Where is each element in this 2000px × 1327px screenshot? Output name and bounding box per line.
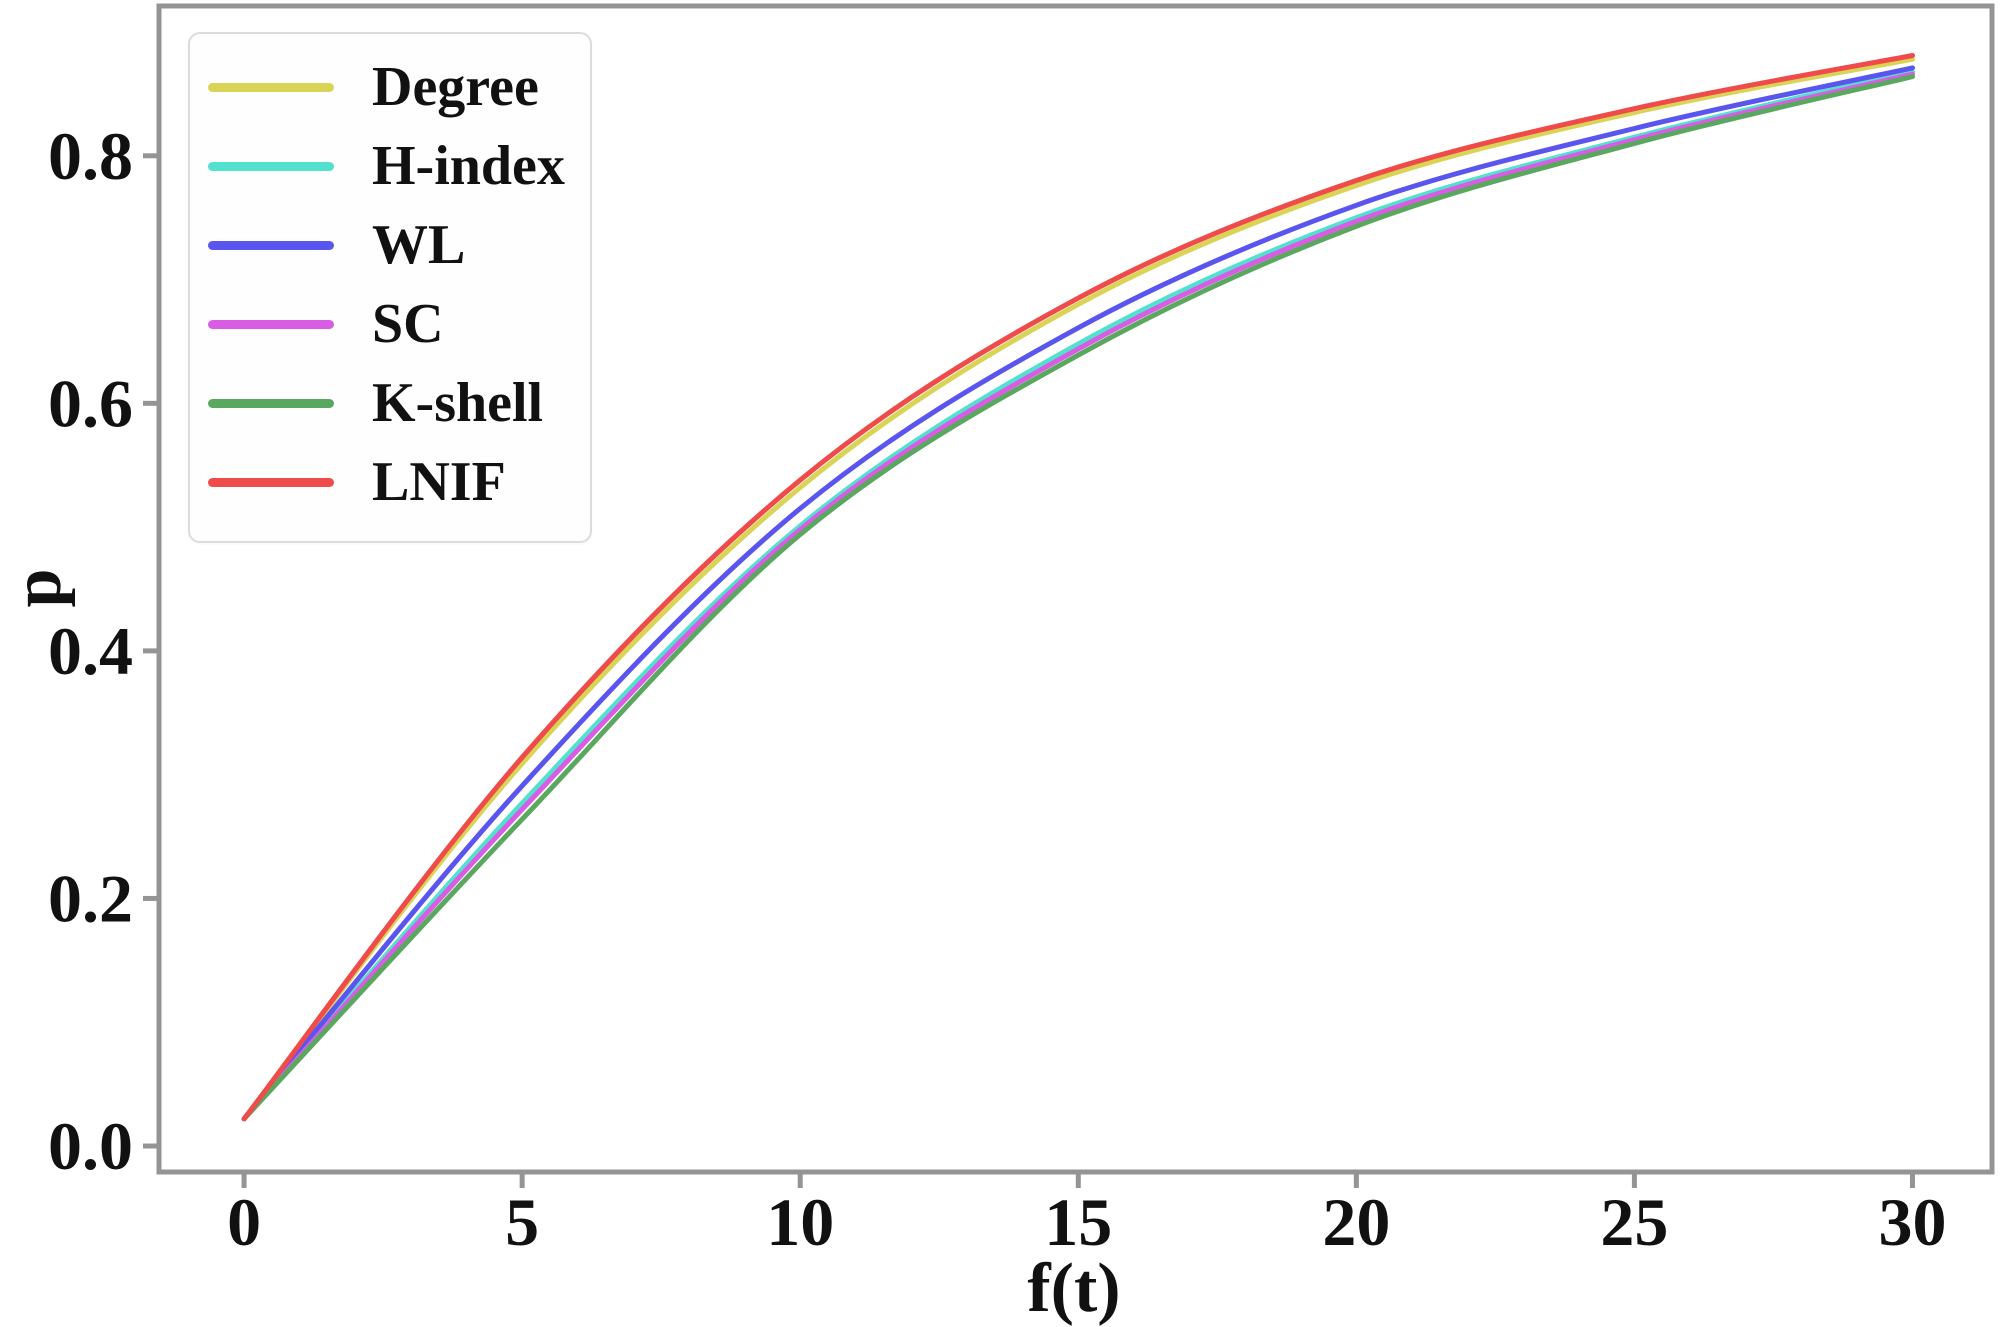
legend-label: LNIF (372, 451, 506, 513)
plot-frame (156, 3, 1995, 1175)
legend-item-sc: SC (208, 289, 580, 359)
curve-sc (241, 71, 1915, 1122)
axis-ticks (143, 153, 1915, 1188)
y-tick-label: 0.8 (48, 118, 133, 194)
legend-item-h-index: H-index (208, 131, 580, 201)
legend-swatch-wl (208, 240, 334, 250)
x-tick-label: 5 (505, 1184, 539, 1260)
data-curves (241, 53, 1915, 1122)
x-axis-label: f(t) (1027, 1250, 1120, 1327)
y-tick-label: 0.4 (48, 613, 133, 689)
y-tick-label: 0.0 (48, 1108, 133, 1184)
legend-item-degree: Degree (208, 52, 580, 122)
legend-item-lnif: LNIF (208, 447, 580, 517)
legend-label: WL (372, 214, 466, 276)
curve-k-shell (241, 74, 1915, 1122)
legend: Degree H-index WL SC K-shell LNIF (188, 32, 592, 543)
legend-swatch-lnif (208, 477, 334, 487)
legend-label: Degree (372, 56, 539, 118)
y-tick-label: 0.2 (48, 860, 133, 936)
legend-swatch-h-index (208, 161, 334, 171)
legend-swatch-degree (208, 82, 334, 92)
legend-item-k-shell: K-shell (208, 368, 580, 438)
legend-label: SC (372, 293, 444, 355)
y-axis-label: p (0, 569, 76, 608)
x-tick-label: 15 (1044, 1184, 1112, 1260)
y-tick-label: 0.6 (48, 365, 133, 441)
x-tick-label: 10 (766, 1184, 834, 1260)
x-tick-label: 20 (1322, 1184, 1390, 1260)
x-tick-label: 30 (1878, 1184, 1946, 1260)
legend-item-wl: WL (208, 210, 580, 280)
legend-label: H-index (372, 135, 565, 197)
curve-degree (241, 56, 1915, 1122)
x-tick-label: 0 (227, 1184, 261, 1260)
axis-tick-labels: 0 5 10 15 20 25 30 0.0 0.2 0.4 0.6 0.8 (48, 118, 1946, 1260)
curve-lnif (241, 53, 1915, 1122)
legend-label: K-shell (372, 372, 544, 434)
legend-swatch-k-shell (208, 398, 334, 408)
curve-wl (241, 65, 1915, 1122)
x-tick-label: 25 (1600, 1184, 1668, 1260)
legend-swatch-sc (208, 319, 334, 329)
